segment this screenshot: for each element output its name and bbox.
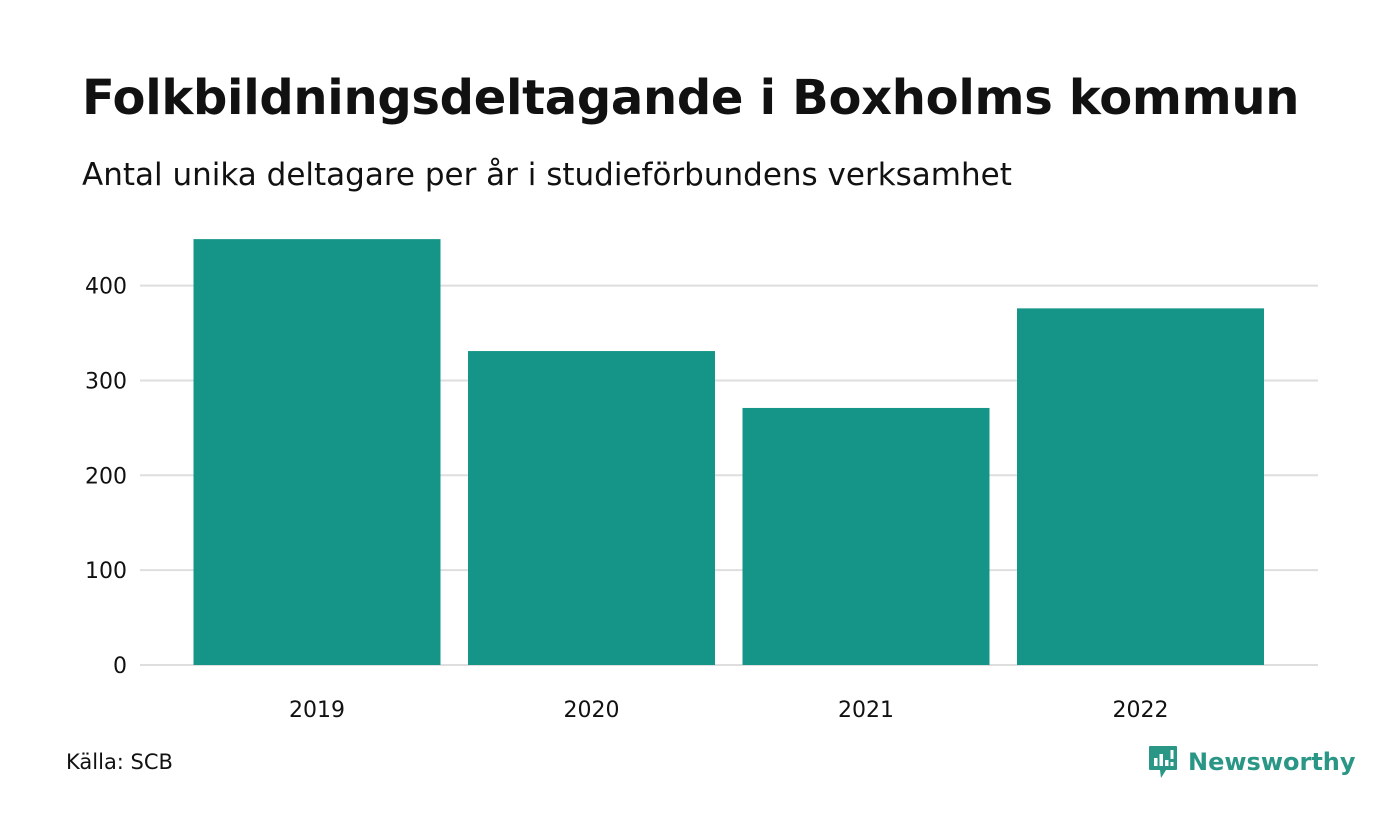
- y-tick-label: 0: [113, 654, 127, 679]
- x-axis-ticks: 2019 2020 2021 2022: [289, 698, 1169, 723]
- source-note: Källa: SCB: [66, 750, 173, 774]
- bar-2022: [1017, 308, 1264, 665]
- newsworthy-logo-icon: [1149, 746, 1177, 778]
- y-tick-label: 300: [85, 369, 127, 394]
- x-tick-label: 2019: [289, 698, 345, 723]
- y-tick-label: 100: [85, 559, 127, 584]
- x-tick-label: 2020: [564, 698, 620, 723]
- brand-logo: Newsworthy: [1148, 744, 1356, 780]
- bars: [193, 239, 1264, 665]
- y-axis-ticks: 0 100 200 300 400: [85, 275, 127, 679]
- chart-title: Folkbildningsdeltagande i Boxholms kommu…: [82, 70, 1300, 126]
- y-tick-label: 400: [85, 275, 127, 300]
- y-tick-label: 200: [85, 464, 127, 489]
- brand-name: Newsworthy: [1188, 748, 1356, 776]
- x-tick-label: 2021: [838, 698, 894, 723]
- chart-subtitle: Antal unika deltagare per år i studieför…: [82, 157, 1012, 193]
- x-tick-label: 2022: [1113, 698, 1169, 723]
- bar-2019: [193, 239, 441, 665]
- bar-2020: [468, 351, 715, 665]
- bar-2021: [742, 407, 990, 665]
